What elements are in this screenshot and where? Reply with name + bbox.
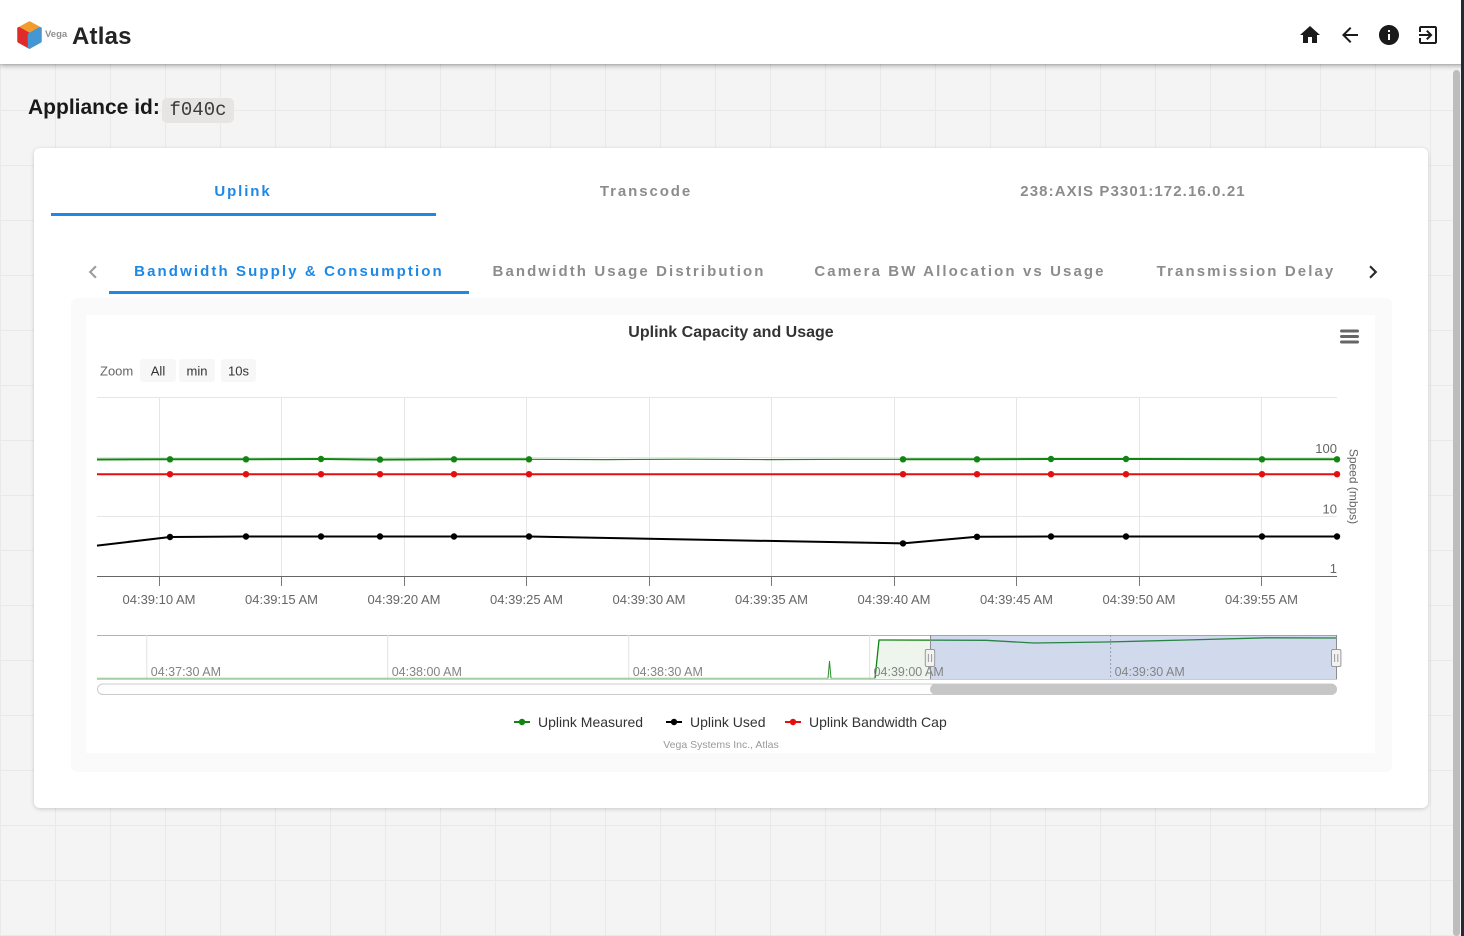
svg-text:10s: 10s xyxy=(228,364,249,379)
svg-text:04:39:10 AM: 04:39:10 AM xyxy=(123,592,196,607)
svg-text:04:39:40 AM: 04:39:40 AM xyxy=(858,592,931,607)
svg-text:04:39:15 AM: 04:39:15 AM xyxy=(245,592,318,607)
svg-text:04:39:00 AM: 04:39:00 AM xyxy=(874,665,944,679)
svg-text:min: min xyxy=(187,364,208,379)
svg-text:04:39:30 AM: 04:39:30 AM xyxy=(1115,665,1185,679)
svg-text:Uplink Used: Uplink Used xyxy=(690,714,765,730)
svg-text:Uplink Bandwidth Cap: Uplink Bandwidth Cap xyxy=(809,714,947,730)
svg-text:Zoom: Zoom xyxy=(100,364,133,379)
svg-text:04:39:20 AM: 04:39:20 AM xyxy=(368,592,441,607)
svg-text:04:39:45 AM: 04:39:45 AM xyxy=(980,592,1053,607)
svg-text:04:39:35 AM: 04:39:35 AM xyxy=(735,592,808,607)
svg-text:Uplink Capacity and Usage: Uplink Capacity and Usage xyxy=(628,324,833,341)
svg-text:04:39:50 AM: 04:39:50 AM xyxy=(1103,592,1176,607)
svg-text:Vega Systems Inc., Atlas: Vega Systems Inc., Atlas xyxy=(663,739,779,751)
svg-text:04:39:25 AM: 04:39:25 AM xyxy=(490,592,563,607)
svg-text:100: 100 xyxy=(1315,441,1337,456)
svg-text:04:38:30 AM: 04:38:30 AM xyxy=(633,665,703,679)
svg-text:04:38:00 AM: 04:38:00 AM xyxy=(392,665,462,679)
svg-text:04:37:30 AM: 04:37:30 AM xyxy=(151,665,221,679)
svg-text:All: All xyxy=(151,364,166,379)
svg-text:04:39:55 AM: 04:39:55 AM xyxy=(1225,592,1298,607)
svg-text:1: 1 xyxy=(1330,561,1337,576)
svg-text:10: 10 xyxy=(1323,502,1337,517)
svg-text:Uplink Measured: Uplink Measured xyxy=(538,714,643,730)
svg-text:Speed (mbps): Speed (mbps) xyxy=(1347,449,1361,524)
svg-text:04:39:30 AM: 04:39:30 AM xyxy=(613,592,686,607)
